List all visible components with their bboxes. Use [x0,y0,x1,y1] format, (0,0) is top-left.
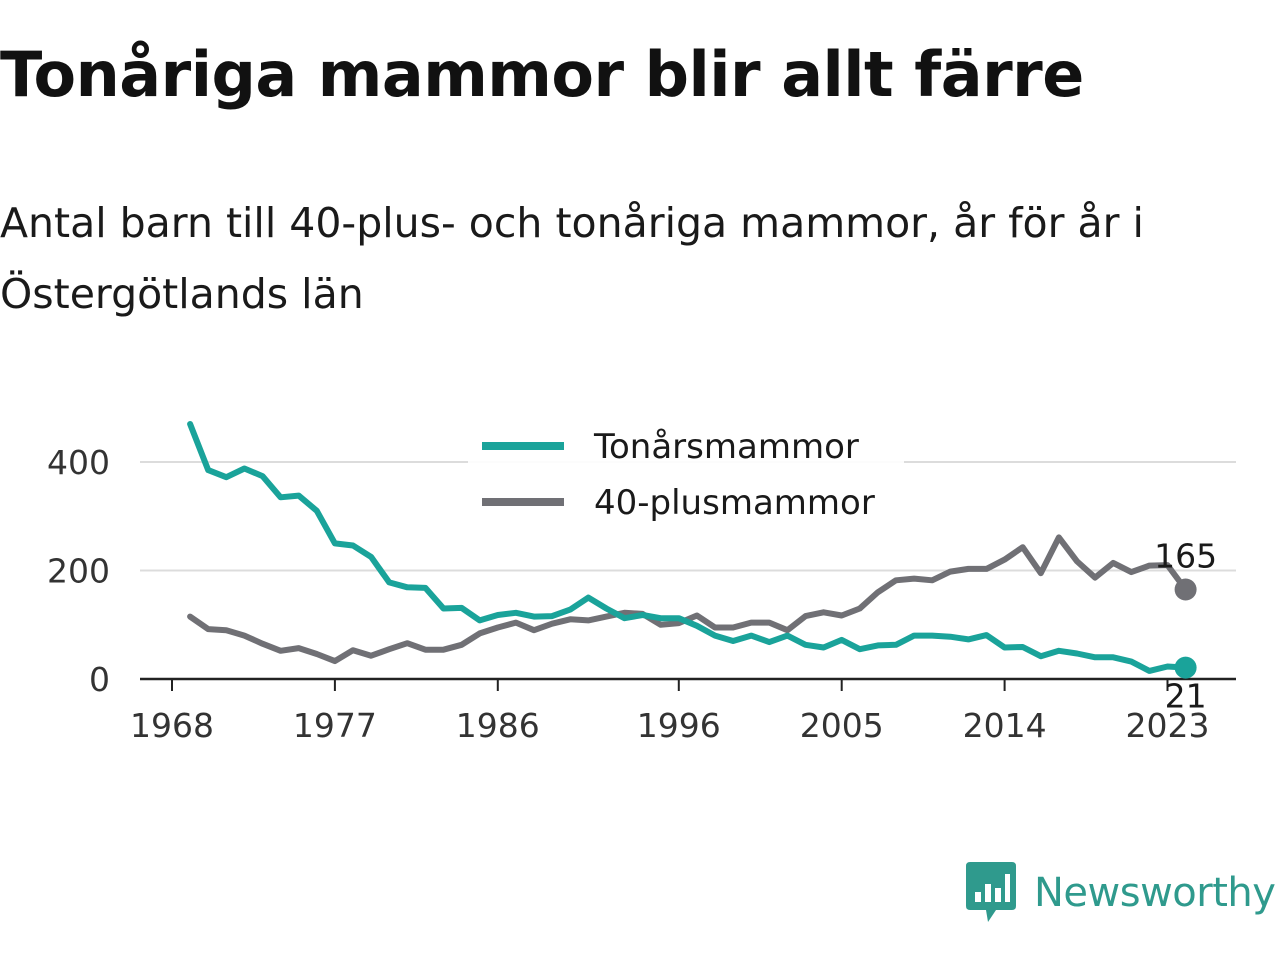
bar-chart-speech-bubble-icon [966,862,1016,922]
x-tick-label: 1968 [130,706,214,745]
x-tick-label: 2014 [963,706,1047,745]
axes: 0 200 400 1968 1977 1986 1996 2005 2014 2023 [47,443,1236,745]
newsworthy-logo: Newsworthy [966,862,1276,924]
x-tick-label: 1977 [293,706,377,745]
x-tick-label: 1996 [637,706,721,745]
series-lines [187,421,1189,674]
end-labels: 21 165 [1154,536,1217,715]
y-tick-label: 400 [47,443,110,482]
legend: Tonårsmammor 40-plusmammor [468,418,904,528]
y-tick-label: 200 [47,552,110,591]
chart-title: Tonåriga mammor blir allt färre [0,38,1084,111]
legend-label: 40-plusmammor [594,483,875,523]
x-tick-label: 1986 [456,706,540,745]
end-point-marker [1174,578,1197,601]
series-line [187,421,1189,674]
chart-subtitle: Antal barn till 40-plus- och tonåriga ma… [0,199,1144,318]
end-value-label: 21 [1165,677,1207,716]
legend-background [468,418,904,528]
x-tick-label: 2023 [1126,706,1210,745]
end-point-marker [1174,656,1197,679]
end-value-label: 165 [1154,536,1217,575]
logo-text: Newsworthy [1034,870,1276,916]
series-line [187,534,1189,665]
legend-label: Tonårsmammor [593,427,859,467]
y-tick-label: 0 [89,660,110,699]
x-tick-label: 2005 [800,706,884,745]
